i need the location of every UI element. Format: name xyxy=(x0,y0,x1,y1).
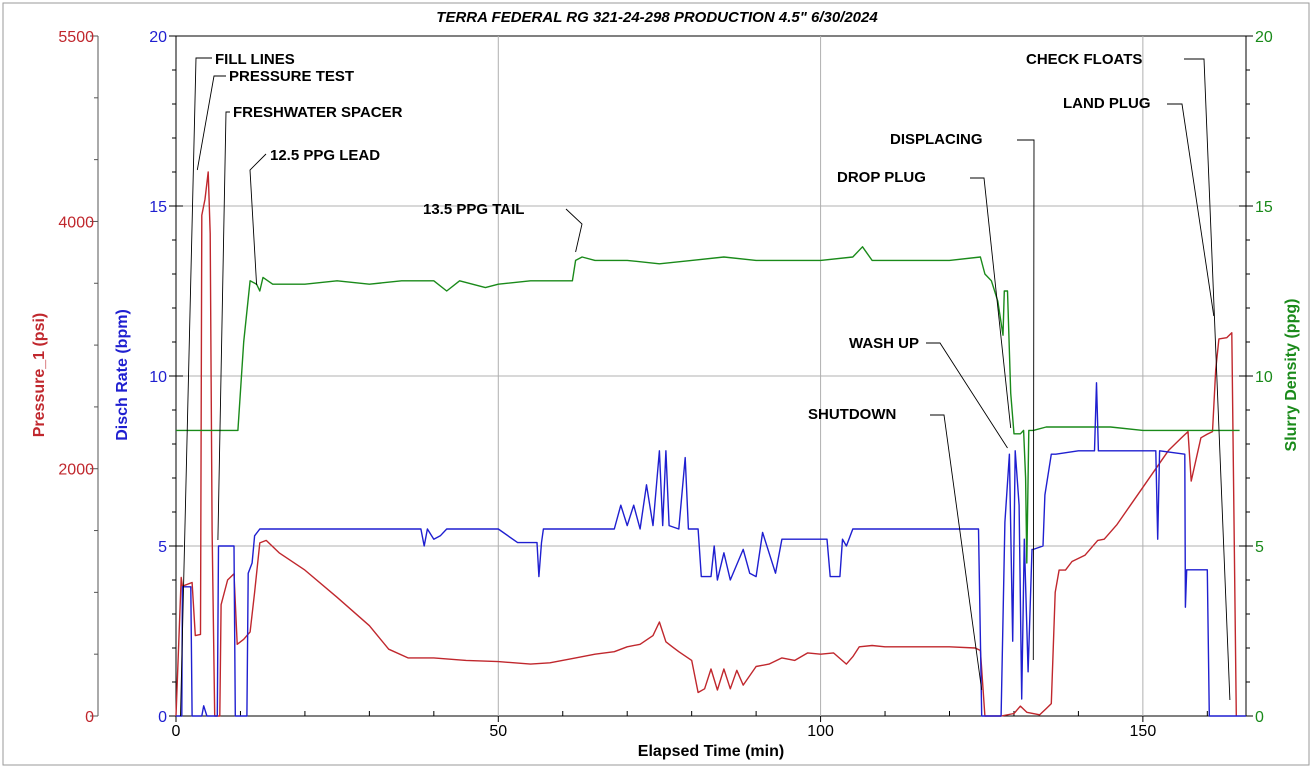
annotation-label: LAND PLUG xyxy=(1063,95,1151,112)
rate-tick-label: 10 xyxy=(149,369,167,386)
x-tick-label: 100 xyxy=(807,723,834,740)
annotation-label: 12.5 PPG LEAD xyxy=(270,147,380,164)
rate-tick-label: 0 xyxy=(158,709,167,726)
density-tick-label: 5 xyxy=(1255,539,1264,556)
annotation-label: DISPLACING xyxy=(890,131,983,148)
rate-tick-label: 5 xyxy=(158,539,167,556)
x-axis-title: Elapsed Time (min) xyxy=(638,743,784,760)
annotation-label: WASH UP xyxy=(849,335,919,352)
chart-frame xyxy=(3,3,1309,765)
pressure-tick-label: 5500 xyxy=(58,29,94,46)
pressure-tick-label: 2000 xyxy=(58,462,94,479)
density-tick-label: 0 xyxy=(1255,709,1264,726)
annotation-label: FILL LINES xyxy=(215,51,295,68)
chart-title: TERRA FEDERAL RG 321-24-298 PRODUCTION 4… xyxy=(436,9,878,26)
density-tick-label: 15 xyxy=(1255,199,1273,216)
x-tick-label: 150 xyxy=(1130,723,1157,740)
density-tick-label: 10 xyxy=(1255,369,1273,386)
x-tick-label: 0 xyxy=(172,723,181,740)
density-axis-title: Slurry Density (ppg) xyxy=(1283,299,1300,452)
rate-axis-title: Disch Rate (bpm) xyxy=(114,309,131,441)
pressure-axis-title: Pressure_1 (psi) xyxy=(31,313,48,438)
annotation-label: CHECK FLOATS xyxy=(1026,51,1142,68)
density-tick-label: 20 xyxy=(1255,29,1273,46)
rate-tick-label: 20 xyxy=(149,29,167,46)
pressure-tick-label: 0 xyxy=(85,709,94,726)
annotation-label: DROP PLUG xyxy=(837,169,926,186)
pressure-tick-label: 4000 xyxy=(58,214,94,231)
annotation-label: SHUTDOWN xyxy=(808,406,896,423)
annotation-label: 13.5 PPG TAIL xyxy=(423,201,524,218)
annotation-label: PRESSURE TEST xyxy=(229,68,354,85)
x-tick-label: 50 xyxy=(489,723,507,740)
annotation-label: FRESHWATER SPACER xyxy=(233,104,403,121)
rate-tick-label: 15 xyxy=(149,199,167,216)
